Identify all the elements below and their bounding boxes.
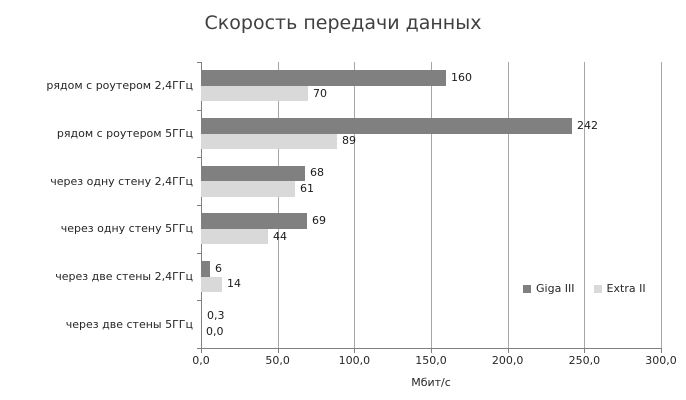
category-label: через одну стену 5ГГц — [60, 222, 193, 236]
value-label: 70 — [313, 86, 327, 100]
plot-area — [201, 62, 662, 348]
value-label: 68 — [310, 166, 324, 180]
gridline — [354, 62, 356, 348]
y-tick-mark — [197, 300, 201, 302]
value-label: 61 — [300, 181, 314, 195]
legend-item: Extra II — [593, 282, 646, 295]
x-tick-label: 50,0 — [265, 354, 290, 367]
x-tick-mark — [584, 349, 586, 353]
bar-extra-ii-1 — [201, 133, 337, 149]
legend-swatch-icon — [593, 284, 602, 293]
y-axis-line — [201, 62, 202, 348]
legend: Giga III Extra II — [523, 282, 646, 295]
value-label: 6 — [215, 261, 222, 275]
y-tick-mark — [197, 205, 201, 206]
value-label: 89 — [342, 134, 356, 148]
x-tick-mark — [507, 349, 509, 353]
category-label: через две стены 5ГГц — [65, 317, 193, 331]
gridline — [277, 62, 279, 348]
value-label: 44 — [273, 229, 287, 243]
legend-item: Giga III — [523, 282, 575, 295]
x-tick-mark — [661, 349, 662, 353]
category-label: рядом с роутером 2,4ГГц — [46, 79, 193, 93]
x-tick-label: 300,0 — [645, 354, 677, 367]
x-tick-label: 0,0 — [192, 354, 210, 367]
x-tick-mark — [354, 349, 356, 353]
value-label: 0,0 — [206, 324, 224, 338]
gridline — [431, 62, 432, 348]
value-label: 14 — [227, 277, 241, 291]
bar-extra-ii-0 — [201, 85, 308, 102]
gridline — [507, 62, 509, 348]
category-label: через одну стену 2,4ГГц — [50, 174, 193, 188]
value-label: 69 — [312, 214, 326, 228]
bar-giga-iii-0 — [201, 70, 446, 86]
bar-giga-iii-2 — [201, 165, 305, 182]
gridline — [661, 62, 662, 348]
bar-extra-ii-2 — [201, 181, 295, 197]
category-label: через две стены 2,4ГГц — [55, 269, 193, 283]
chart-title: Скорость передачи данных — [204, 12, 482, 34]
x-axis-title: Мбит/с — [411, 376, 451, 389]
gridline — [584, 62, 586, 348]
legend-swatch-icon — [523, 284, 531, 293]
bar-extra-ii-3 — [201, 228, 268, 245]
bar-giga-iii-4 — [201, 261, 210, 277]
bar-extra-ii-4 — [201, 276, 222, 292]
legend-label: Giga III — [536, 282, 575, 295]
category-label: рядом с роутером 5ГГц — [56, 126, 193, 140]
bar-giga-iii-5 — [201, 308, 202, 325]
legend-label: Extra II — [606, 282, 646, 295]
x-tick-mark — [277, 349, 279, 353]
bar-giga-iii-1 — [201, 118, 572, 134]
value-label: 160 — [451, 71, 472, 85]
y-tick-mark — [197, 252, 201, 254]
value-label: 242 — [577, 118, 598, 132]
x-axis-line — [201, 348, 662, 349]
y-tick-mark — [197, 62, 201, 63]
x-tick-label: 100,0 — [338, 354, 371, 367]
x-tick-mark — [431, 349, 432, 353]
value-label: 0,3 — [207, 309, 225, 323]
x-tick-label: 200,0 — [491, 354, 524, 367]
x-tick-mark — [201, 349, 202, 353]
y-tick-mark — [197, 348, 201, 349]
bar-giga-iii-3 — [201, 213, 307, 229]
y-tick-mark — [197, 109, 201, 111]
x-tick-label: 250,0 — [568, 354, 601, 367]
x-tick-label: 150,0 — [415, 354, 447, 367]
y-tick-mark — [197, 157, 201, 159]
